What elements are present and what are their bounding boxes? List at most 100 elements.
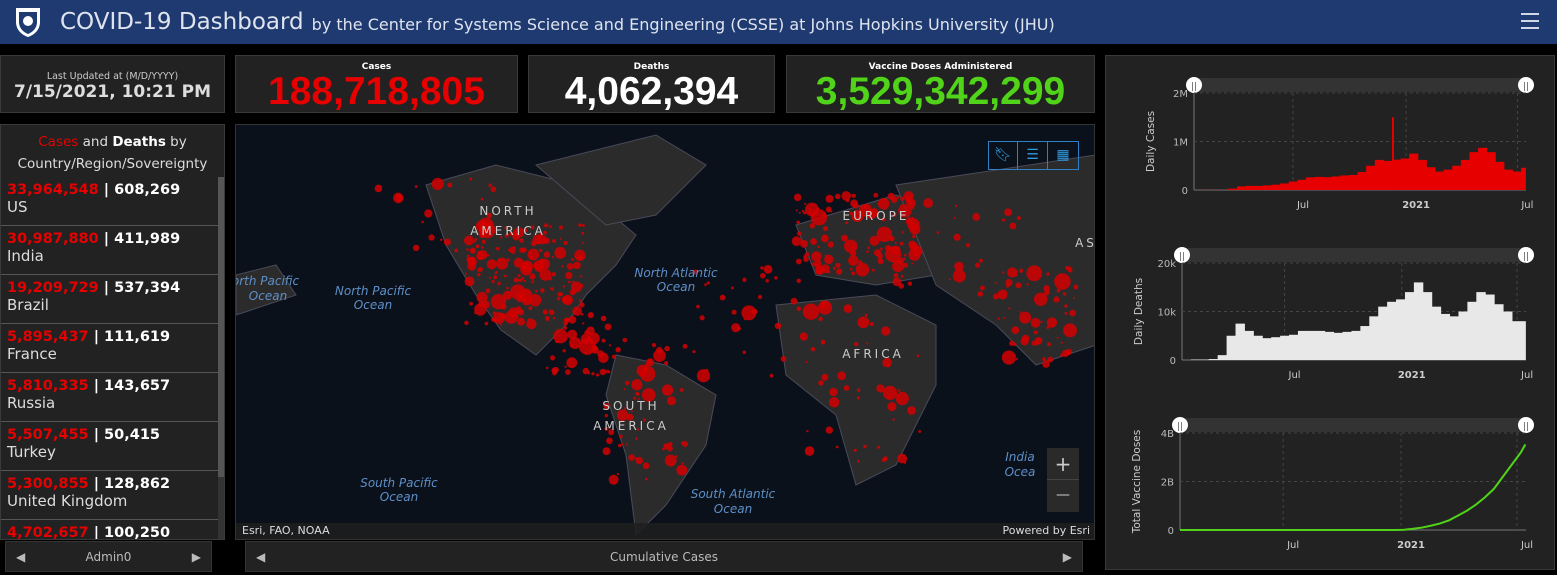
case-bubble[interactable] [591, 372, 594, 375]
case-bubble[interactable] [544, 251, 550, 257]
case-bubble[interactable] [528, 318, 531, 321]
case-bubble[interactable] [980, 285, 985, 290]
case-bubble[interactable] [841, 191, 851, 201]
case-bubble[interactable] [571, 258, 574, 261]
case-bubble[interactable] [664, 361, 668, 365]
case-bubble[interactable] [528, 306, 532, 310]
case-bubble[interactable] [857, 396, 860, 399]
case-bubble[interactable] [683, 344, 688, 349]
case-bubble[interactable] [581, 313, 584, 316]
case-bubble[interactable] [492, 280, 495, 283]
case-bubble[interactable] [903, 263, 908, 268]
case-bubble[interactable] [518, 274, 521, 277]
case-bubble[interactable] [866, 343, 868, 345]
case-bubble[interactable] [444, 238, 451, 245]
case-bubble[interactable] [526, 319, 536, 329]
list-item[interactable]: 4,702,657 | 100,250 [1, 520, 218, 540]
case-bubble[interactable] [797, 231, 802, 236]
case-bubble[interactable] [1016, 282, 1022, 288]
case-bubble[interactable] [841, 235, 848, 242]
case-bubble[interactable] [552, 239, 556, 243]
case-bubble[interactable] [473, 240, 476, 243]
case-bubble[interactable] [865, 314, 868, 317]
case-bubble[interactable] [482, 240, 486, 244]
case-bubble[interactable] [518, 279, 520, 281]
case-bubble[interactable] [700, 315, 705, 320]
case-bubble[interactable] [1064, 304, 1067, 307]
case-bubble[interactable] [588, 312, 594, 318]
case-bubble[interactable] [466, 257, 471, 262]
case-bubble[interactable] [809, 211, 812, 214]
case-bubble[interactable] [643, 462, 650, 469]
case-bubble[interactable] [895, 242, 897, 244]
case-bubble[interactable] [528, 249, 540, 261]
case-bubble[interactable] [781, 356, 787, 362]
case-bubble[interactable] [844, 385, 850, 391]
case-bubble[interactable] [605, 414, 608, 417]
case-bubble[interactable] [510, 284, 525, 299]
case-bubble[interactable] [1035, 339, 1039, 343]
case-bubble[interactable] [870, 322, 874, 326]
case-bubble[interactable] [447, 183, 452, 188]
case-bubble[interactable] [1065, 312, 1068, 315]
case-bubble[interactable] [867, 247, 870, 250]
case-bubble[interactable] [955, 205, 957, 207]
case-bubble[interactable] [897, 454, 907, 464]
case-bubble[interactable] [854, 449, 857, 452]
case-bubble[interactable] [844, 239, 857, 252]
case-bubble[interactable] [878, 198, 890, 210]
case-bubble[interactable] [1034, 293, 1047, 306]
case-bubble[interactable] [578, 223, 582, 227]
case-bubble[interactable] [413, 245, 419, 251]
map-canvas[interactable]: NORTHAMERICASOUTHAMERICAEUROPEAFRICAASNo… [236, 125, 1095, 540]
world-map[interactable]: NORTHAMERICASOUTHAMERICAEUROPEAFRICAASNo… [235, 124, 1095, 540]
case-bubble[interactable] [854, 342, 858, 346]
case-bubble[interactable] [696, 305, 700, 309]
case-bubble[interactable] [1019, 312, 1031, 324]
case-bubble[interactable] [635, 457, 637, 459]
hamburger-menu-icon[interactable] [1521, 13, 1539, 34]
case-bubble[interactable] [645, 478, 648, 481]
case-bubble[interactable] [764, 265, 773, 274]
case-bubble[interactable] [582, 224, 585, 227]
case-bubble[interactable] [1002, 271, 1004, 273]
case-bubble[interactable] [954, 234, 961, 241]
case-bubble[interactable] [609, 344, 611, 346]
case-bubble[interactable] [1002, 219, 1005, 222]
case-bubble[interactable] [375, 185, 383, 193]
case-bubble[interactable] [572, 306, 582, 316]
case-bubble[interactable] [454, 249, 458, 253]
case-bubble[interactable] [474, 303, 486, 315]
case-bubble[interactable] [615, 347, 620, 352]
case-bubble[interactable] [837, 371, 846, 380]
case-bubble[interactable] [1046, 326, 1049, 329]
case-bubble[interactable] [1026, 265, 1042, 281]
case-bubble[interactable] [880, 247, 883, 250]
case-bubble[interactable] [913, 231, 915, 233]
case-bubble[interactable] [877, 446, 880, 449]
case-bubble[interactable] [598, 352, 609, 363]
case-bubble[interactable] [555, 340, 558, 343]
basemap-gallery-icon[interactable]: ▦ [1048, 142, 1078, 169]
case-bubble[interactable] [829, 388, 837, 396]
case-bubble[interactable] [898, 389, 901, 392]
case-bubble[interactable] [618, 444, 622, 448]
case-bubble[interactable] [923, 198, 933, 208]
case-bubble[interactable] [609, 475, 619, 485]
case-bubble[interactable] [440, 238, 443, 241]
range-slider-track[interactable] [1194, 78, 1526, 92]
case-bubble[interactable] [623, 338, 628, 343]
powered-by-esri[interactable]: Powered by Esri [1002, 524, 1090, 538]
case-bubble[interactable] [603, 447, 611, 455]
case-bubble[interactable] [560, 238, 562, 240]
case-bubble[interactable] [836, 446, 839, 449]
case-bubble[interactable] [857, 460, 860, 463]
case-bubble[interactable] [628, 454, 635, 461]
case-bubble[interactable] [816, 207, 819, 210]
case-bubble[interactable] [503, 291, 512, 300]
